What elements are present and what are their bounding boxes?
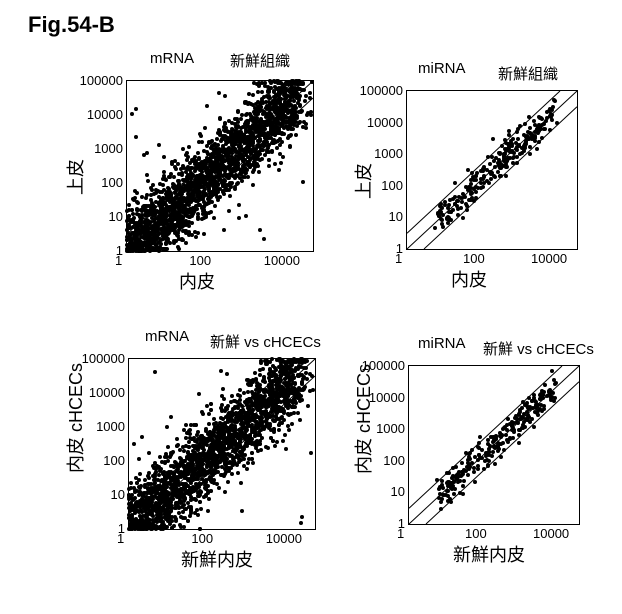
- x-tick-label: 100: [191, 531, 213, 546]
- x-tick-label: 1: [115, 253, 122, 268]
- x-tick-label: 10000: [533, 526, 569, 541]
- panel-title-2: 新鮮 vs cHCECs: [210, 331, 321, 352]
- x-tick-label: 10000: [531, 251, 567, 266]
- y-tick-label: 1000: [63, 141, 123, 156]
- panel-title-1: miRNA: [418, 335, 466, 352]
- y-tick-label: 10000: [63, 107, 123, 122]
- x-axis-label: 内皮: [451, 266, 487, 292]
- panel-title-2: 新鮮組織: [230, 50, 290, 71]
- x-axis-label: 内皮: [179, 268, 215, 294]
- panel-mirna-chcecs: miRNA 新鮮 vs cHCECs 110100100010000100000…: [348, 335, 603, 595]
- y-tick-label: 10: [63, 209, 123, 224]
- x-tick-label: 10000: [264, 253, 300, 268]
- panel-title-1: mRNA: [150, 50, 194, 67]
- scatter-plot: 110100100010000100000110010000: [406, 90, 578, 250]
- x-tick-label: 10000: [266, 531, 302, 546]
- x-tick-label: 100: [189, 253, 211, 268]
- y-axis-label: 内皮 cHCECs: [62, 363, 88, 473]
- scatter-plot: 110100100010000100000110010000: [126, 80, 314, 252]
- panel-mrna-fresh: mRNA 新鮮組織 110100100010000100000110010000…: [60, 50, 340, 305]
- x-tick-label: 1: [397, 526, 404, 541]
- scatter-plot: 110100100010000100000110010000: [408, 365, 580, 525]
- y-tick-label: 10000: [351, 115, 403, 130]
- panel-title-2: 新鮮 vs cHCECs: [483, 338, 594, 359]
- panel-title-2: 新鮮組織: [498, 63, 558, 84]
- y-tick-label: 1: [63, 243, 123, 258]
- y-tick-label: 100000: [63, 73, 123, 88]
- y-tick-label: 100000: [351, 83, 403, 98]
- x-tick-label: 1: [395, 251, 402, 266]
- y-tick-label: 10: [351, 484, 405, 499]
- x-tick-label: 1: [117, 531, 124, 546]
- y-axis-label: 内皮 cHCECs: [350, 364, 376, 474]
- panel-mirna-fresh: miRNA 新鮮組織 11010010001000010000011001000…: [348, 60, 603, 305]
- panel-mrna-chcecs: mRNA 新鮮 vs cHCECs 1101001000100001000001…: [60, 328, 340, 593]
- x-axis-label: 新鮮内皮: [453, 541, 525, 567]
- y-axis-label: 上皮: [350, 163, 376, 199]
- panel-title-1: miRNA: [418, 60, 466, 77]
- x-tick-label: 100: [463, 251, 485, 266]
- x-axis-label: 新鮮内皮: [181, 546, 253, 572]
- y-tick-label: 10: [351, 209, 403, 224]
- y-tick-label: 1: [63, 521, 125, 536]
- scatter-plot: 110100100010000100000110010000: [128, 358, 316, 530]
- figure-title: Fig.54-B: [28, 12, 115, 38]
- y-tick-label: 10: [63, 487, 125, 502]
- y-axis-label: 上皮: [62, 159, 88, 195]
- y-tick-label: 1000: [351, 146, 403, 161]
- x-tick-label: 100: [465, 526, 487, 541]
- panel-title-1: mRNA: [145, 328, 189, 345]
